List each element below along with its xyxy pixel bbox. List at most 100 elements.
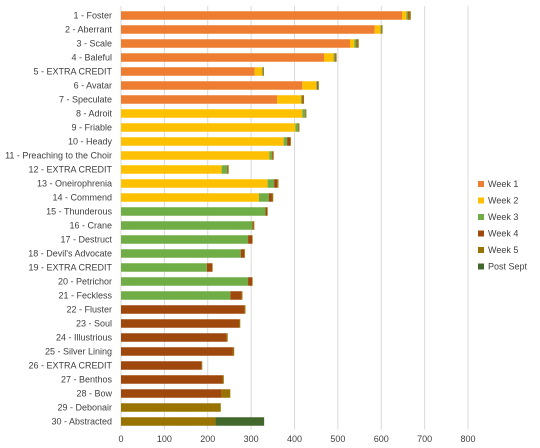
bar-week-3-19	[121, 263, 207, 272]
category-label-18: 18 - Devil's Advocate	[28, 249, 112, 259]
legend-swatch-week-1	[478, 181, 484, 187]
bar-week-1-7	[121, 95, 278, 104]
bar-week-5-1	[408, 11, 411, 20]
category-label-20: 20 - Petrichor	[58, 277, 112, 287]
bar-week-2-2	[374, 25, 381, 34]
bar-week-3-20	[121, 277, 249, 286]
legend-swatch-post-sept	[478, 263, 484, 270]
x-tick-label-300: 300	[244, 434, 259, 444]
bar-week-5-19	[212, 263, 213, 272]
legend-label-week-4: Week 4	[488, 229, 518, 239]
bar-week-5-3	[357, 39, 359, 48]
bar-week-5-21	[241, 291, 243, 300]
bar-week-1-3	[121, 39, 351, 48]
bar-week-4-17	[248, 235, 252, 244]
category-label-19: 19 - EXTRA CREDIT	[28, 263, 112, 273]
category-label-14: 14 - Commend	[52, 193, 112, 203]
bar-week-5-6	[317, 81, 319, 90]
bar-week-2-12	[121, 165, 222, 174]
category-label-25: 25 - Silver Lining	[45, 347, 112, 357]
bar-week-2-3	[350, 39, 355, 48]
category-label-8: 8 - Adroit	[76, 109, 113, 119]
legend: Week 1 Week 2 Week 3 Week 4 Week 5 Post Sept	[478, 179, 528, 272]
bar-week-2-4	[323, 53, 334, 62]
bar-week-2-10	[121, 137, 284, 146]
bar-week-5-2	[381, 25, 383, 34]
bar-week-5-8	[305, 109, 307, 118]
bar-week-5-15	[267, 207, 268, 216]
bar-week-2-8	[121, 109, 303, 118]
bar-week-3-1	[406, 11, 408, 20]
bar-week-2-1	[402, 11, 407, 20]
bar-week-4-10	[287, 137, 291, 146]
bar-week-3-3	[354, 39, 357, 48]
bar-week-4-25	[121, 347, 233, 356]
bar-week-5-30	[121, 417, 216, 426]
bar-week-4-8	[305, 109, 306, 118]
bar-week-4-24	[121, 333, 227, 342]
bar-week-5-18	[244, 249, 246, 258]
bar-week-3-12	[221, 165, 228, 174]
bar-week-5-10	[290, 137, 292, 146]
bar-week-4-21	[230, 291, 242, 300]
bar-week-3-18	[121, 249, 241, 258]
x-tick-label-400: 400	[287, 434, 302, 444]
category-label-24: 24 - Illustrious	[56, 333, 113, 343]
bar-week-5-22	[244, 305, 246, 314]
bar-week-4-26	[121, 361, 202, 370]
bar-week-4-3	[356, 39, 358, 48]
bar-week-3-9	[295, 123, 299, 132]
category-label-4: 4 - Baleful	[71, 53, 112, 63]
bar-week-4-23	[121, 319, 239, 328]
bar-week-2-9	[121, 123, 296, 132]
bar-week-4-4	[334, 53, 336, 62]
category-label-11: 11 - Preaching to the Choir	[5, 151, 112, 161]
bar-week-4-27	[121, 375, 223, 384]
bar-week-5-20	[251, 277, 253, 286]
bar-week-3-5	[261, 67, 263, 76]
bar-week-3-13	[267, 179, 275, 188]
category-label-1: 1 - Foster	[73, 11, 112, 21]
bar-week-5-28	[221, 389, 231, 398]
x-tick-label-200: 200	[200, 434, 215, 444]
bar-week-1-1	[121, 11, 403, 20]
category-label-10: 10 - Heady	[68, 137, 113, 147]
bar-week-5-16	[253, 221, 255, 230]
category-label-2: 2 - Aberrant	[65, 25, 113, 35]
bar-week-5-14	[271, 193, 274, 202]
x-tick-labels: 0 100 200 300 400 500 600 700 800	[118, 434, 475, 444]
bar-week-2-7	[277, 95, 302, 104]
bar-week-4-15	[265, 207, 268, 216]
category-label-26: 26 - EXTRA CREDIT	[28, 361, 112, 371]
legend-label-post-sept: Post Sept	[488, 262, 528, 272]
bar-week-3-7	[301, 95, 302, 104]
bar-week-5-29	[121, 403, 221, 412]
bar-week-3-11	[269, 151, 272, 160]
legend-swatch-week-4	[478, 230, 484, 237]
bar-week-3-10	[283, 137, 288, 146]
category-labels: 1 - Foster 2 - Aberrant 3 - Scale 4 - Balef…	[5, 11, 112, 427]
category-label-30: 30 - Abstracted	[51, 417, 112, 427]
bar-week-5-23	[238, 319, 241, 328]
bar-week-4-7	[301, 95, 303, 104]
bar-week-3-8	[302, 109, 306, 118]
bar-week-3-2	[380, 25, 382, 34]
legend-label-week-2: Week 2	[488, 196, 518, 206]
x-tick-label-0: 0	[118, 434, 123, 444]
bar-week-2-14	[121, 193, 259, 202]
bar-week-2-13	[121, 179, 268, 188]
bar-week-4-12	[227, 165, 229, 174]
bar-week-5-13	[277, 179, 279, 188]
bar-week-4-20	[248, 277, 252, 286]
category-label-13: 13 - Oneirophrenia	[37, 179, 112, 189]
gridlines	[120, 6, 469, 430]
category-label-5: 5 - EXTRA CREDIT	[33, 67, 112, 77]
bar-week-5-24	[226, 333, 228, 342]
bar-week-4-1	[407, 11, 409, 20]
legend-label-week-5: Week 5	[488, 245, 518, 255]
bar-week-4-22	[121, 305, 245, 314]
x-tick-label-100: 100	[157, 434, 172, 444]
bar-week-2-6	[302, 81, 317, 90]
bar-week-4-28	[121, 389, 222, 398]
legend-label-week-1: Week 1	[488, 179, 518, 189]
